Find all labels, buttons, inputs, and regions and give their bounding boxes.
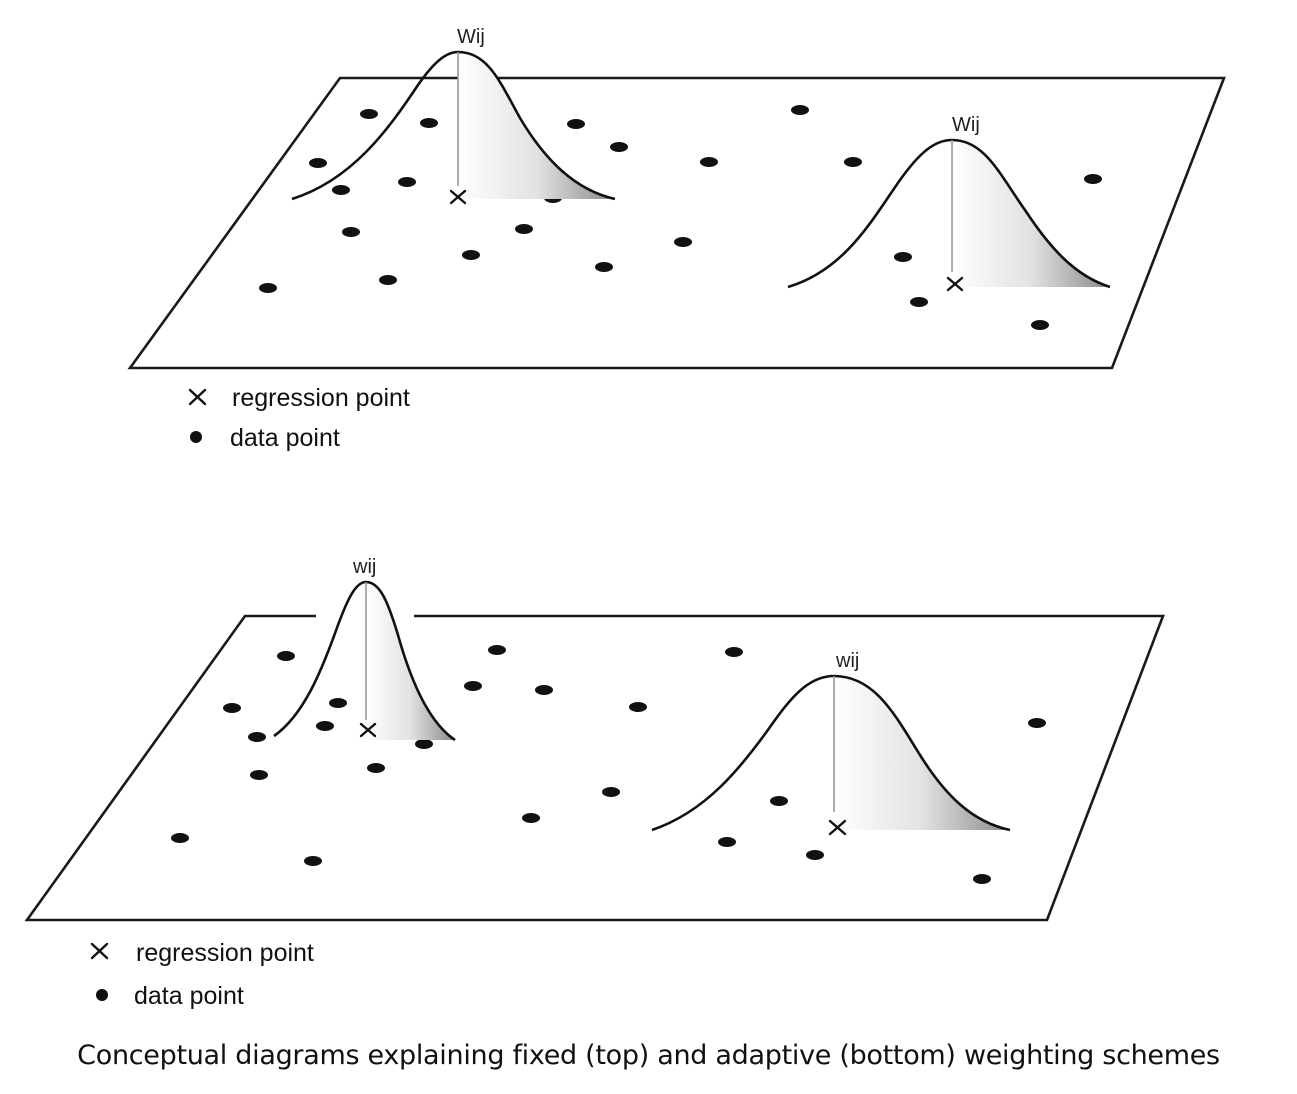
fixed-panel: Wij Wij regression point data point xyxy=(127,26,1226,452)
data-point xyxy=(309,158,327,168)
fixed-kernel-right: Wij xyxy=(787,114,1111,292)
data-point xyxy=(332,185,350,195)
data-point xyxy=(844,157,862,167)
legend-data-marker xyxy=(190,431,202,443)
legend-regression-marker xyxy=(188,388,207,406)
legend-regression-label: regression point xyxy=(232,384,410,412)
data-point xyxy=(223,703,241,713)
data-point xyxy=(674,237,692,247)
data-point xyxy=(304,856,322,866)
plane-edge-gap xyxy=(316,608,414,624)
data-point xyxy=(415,739,433,749)
data-point xyxy=(462,250,480,260)
legend-data-label: data point xyxy=(230,424,340,452)
kernel-shading xyxy=(834,676,1010,830)
kernel-shading xyxy=(366,582,455,740)
legend-regression-label: regression point xyxy=(136,939,314,967)
data-point xyxy=(248,732,266,742)
figure-caption: Conceptual diagrams explaining fixed (to… xyxy=(77,1040,1220,1071)
data-point xyxy=(700,157,718,167)
adaptive-data-points xyxy=(171,645,1046,884)
data-point xyxy=(277,651,295,661)
data-point xyxy=(791,105,809,115)
regression-point xyxy=(828,819,847,836)
data-point xyxy=(610,142,628,152)
fixed-kernel-left: Wij xyxy=(291,26,616,205)
data-point xyxy=(629,702,647,712)
data-point xyxy=(602,787,620,797)
data-point xyxy=(1031,320,1049,330)
data-point xyxy=(464,681,482,691)
regression-point xyxy=(449,189,467,205)
kernel-shading xyxy=(952,140,1110,287)
data-point xyxy=(595,262,613,272)
regression-point xyxy=(359,722,377,738)
adaptive-legend: regression point data point xyxy=(90,939,314,1010)
data-point xyxy=(316,721,334,731)
fixed-legend: regression point data point xyxy=(188,384,410,452)
data-point xyxy=(1028,718,1046,728)
weight-label: wij xyxy=(835,650,859,672)
kernel-shading xyxy=(458,52,615,199)
adaptive-kernel-right: wij xyxy=(651,650,1011,836)
legend-data-marker xyxy=(96,989,108,1001)
data-point xyxy=(488,645,506,655)
data-point xyxy=(259,283,277,293)
data-point xyxy=(522,813,540,823)
weight-label: Wij xyxy=(457,26,485,48)
data-point xyxy=(894,252,912,262)
adaptive-plane xyxy=(24,614,1165,922)
data-point xyxy=(398,177,416,187)
data-point xyxy=(718,837,736,847)
data-point xyxy=(367,763,385,773)
data-point xyxy=(379,275,397,285)
data-point xyxy=(806,850,824,860)
legend-data-label: data point xyxy=(134,982,244,1010)
adaptive-kernel-left: wij xyxy=(273,556,456,742)
data-point xyxy=(770,796,788,806)
data-point xyxy=(1084,174,1102,184)
legend-regression-marker xyxy=(90,942,109,960)
regression-point xyxy=(946,276,964,292)
data-point xyxy=(342,227,360,237)
data-point xyxy=(725,647,743,657)
weighting-diagram: Wij Wij regression point data point xyxy=(24,26,1226,1010)
data-point xyxy=(420,118,438,128)
data-point xyxy=(973,874,991,884)
adaptive-panel: wij wij regression point data point xyxy=(24,556,1165,1010)
data-point xyxy=(535,685,553,695)
data-point xyxy=(171,833,189,843)
weight-label: Wij xyxy=(952,114,980,136)
fixed-plane xyxy=(127,76,1226,370)
data-point xyxy=(250,770,268,780)
data-point xyxy=(360,109,378,119)
weight-label: wij xyxy=(352,556,376,578)
data-point xyxy=(567,119,585,129)
fixed-data-points xyxy=(259,105,1102,330)
data-point xyxy=(329,698,347,708)
data-point xyxy=(515,224,533,234)
data-point xyxy=(910,297,928,307)
